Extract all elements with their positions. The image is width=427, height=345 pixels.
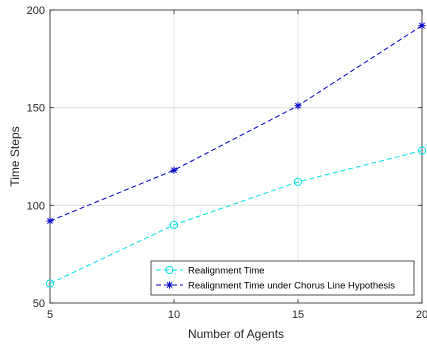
x-tick-label: 5 (47, 309, 53, 321)
y-tick-label: 50 (33, 298, 45, 310)
data-point-0-2 (293, 177, 303, 186)
data-point-1-0 (46, 217, 54, 225)
y-tick-label: 100 (27, 200, 45, 212)
legend-marker-shape (165, 281, 174, 289)
legend-marker-chorus-line-hypothesis (165, 281, 174, 289)
data-point-1-2 (294, 102, 302, 110)
y-tick-labels: 50 100 150 200 (27, 5, 45, 310)
data-point-0-1 (169, 220, 179, 229)
data-series (45, 22, 427, 288)
axis-ticks (49, 9, 423, 304)
x-tick-label: 10 (168, 309, 180, 321)
data-point-1-3 (418, 22, 426, 30)
series-line-1 (49, 25, 423, 222)
x-axis-title: Number of Agents (188, 327, 284, 341)
legend-marker-realignment-time (165, 265, 174, 275)
y-axis-title: Time Steps (8, 126, 22, 186)
legend: Realignment Time Realignment Time under … (150, 260, 415, 296)
x-tick-label: 20 (416, 309, 427, 321)
series-line-0 (49, 150, 423, 284)
y-tick-label: 200 (27, 5, 45, 17)
legend-label-chorus-line-hypothesis: Realignment Time under Chorus Line Hypot… (188, 281, 395, 292)
legend-box (150, 260, 415, 296)
x-tick-labels: 5 10 15 20 (47, 309, 427, 321)
data-point-0-3 (417, 146, 427, 155)
data-point-1-1 (170, 166, 178, 174)
x-tick-label: 15 (292, 309, 304, 321)
y-tick-label: 150 (27, 103, 45, 115)
plot-frame (49, 9, 423, 304)
data-point-0-0 (45, 279, 55, 288)
legend-marker-shape (165, 265, 174, 275)
legend-label-realignment-time: Realignment Time (188, 266, 265, 277)
